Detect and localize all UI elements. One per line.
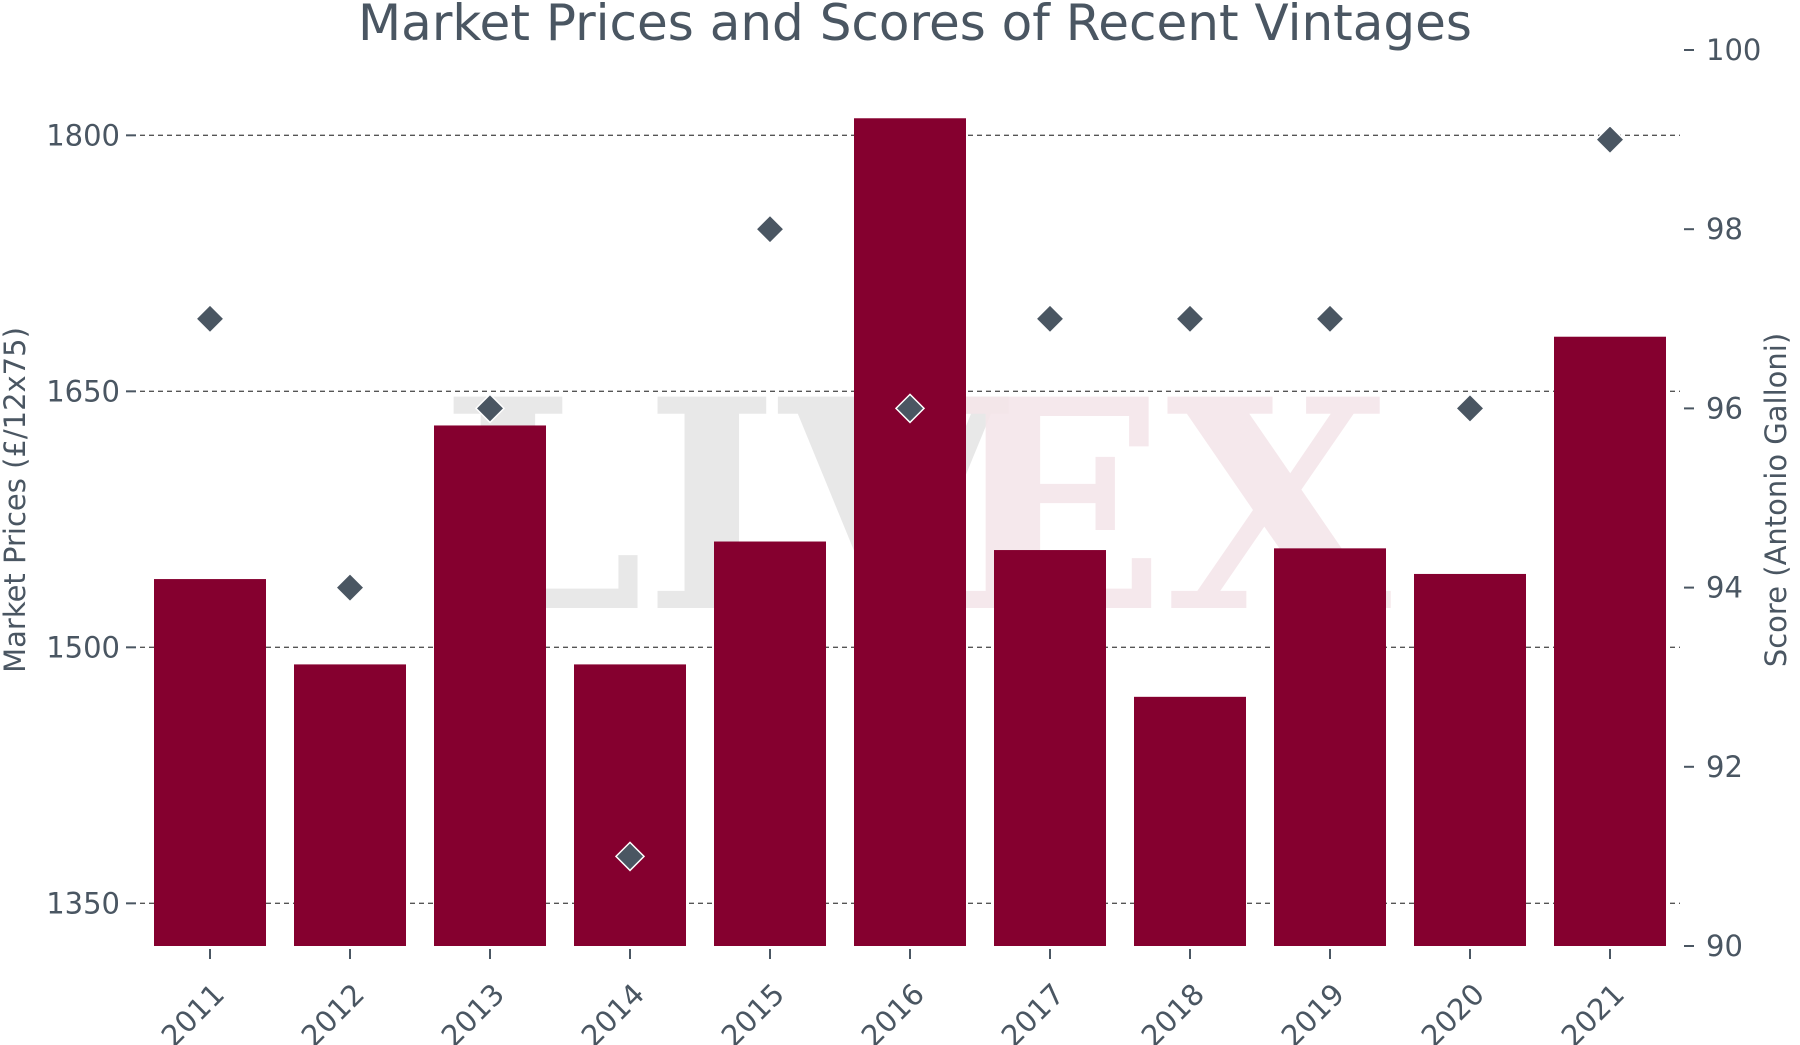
x-tick-label: 2019 bbox=[1275, 977, 1351, 1045]
score-marker bbox=[614, 841, 646, 872]
bar bbox=[154, 579, 266, 946]
y2-tick-label: 98 bbox=[1706, 212, 1743, 246]
y2-tick-label: 94 bbox=[1706, 571, 1743, 605]
score-marker bbox=[334, 572, 366, 603]
score-marker bbox=[1034, 303, 1066, 334]
x-tick-label: 2011 bbox=[155, 977, 231, 1045]
bar bbox=[994, 550, 1106, 946]
score-marker bbox=[474, 393, 506, 424]
bar bbox=[1414, 573, 1526, 946]
bar bbox=[1554, 336, 1666, 947]
y-tick-label: 1800 bbox=[46, 118, 120, 152]
y2-axis-label: Score (Antonio Galloni) bbox=[1759, 333, 1793, 667]
y-tick-label: 1500 bbox=[46, 630, 120, 664]
bar bbox=[714, 541, 826, 946]
score-marker bbox=[1174, 303, 1206, 334]
bar bbox=[574, 664, 686, 946]
y-axis-label: Market Prices (£/12x75) bbox=[0, 327, 32, 673]
score-marker bbox=[1454, 393, 1486, 424]
x-tick-label: 2014 bbox=[575, 977, 651, 1045]
x-tick-label: 2015 bbox=[715, 977, 791, 1045]
bar bbox=[434, 425, 546, 946]
score-marker bbox=[194, 303, 226, 334]
chart-title: Market Prices and Scores of Recent Vinta… bbox=[358, 0, 1472, 52]
left-axis: 1350 1500 1650 1800 bbox=[46, 118, 136, 920]
x-axis: 2011 2012 2013 2014 2015 2016 2017 2018 2019 2020… bbox=[155, 949, 1631, 1045]
y-tick-label: 1350 bbox=[46, 886, 120, 920]
score-series bbox=[194, 124, 1626, 872]
score-marker bbox=[1594, 124, 1626, 155]
x-tick-label: 2016 bbox=[855, 977, 931, 1045]
bar bbox=[1274, 548, 1386, 946]
score-marker bbox=[754, 214, 786, 245]
right-axis: 90 92 94 96 98 100 bbox=[1684, 33, 1761, 963]
score-marker bbox=[1314, 303, 1346, 334]
y2-tick-label: 90 bbox=[1706, 929, 1743, 963]
x-tick-label: 2012 bbox=[295, 977, 371, 1045]
y2-tick-label: 100 bbox=[1706, 33, 1761, 67]
x-tick-label: 2013 bbox=[435, 977, 511, 1045]
bar-series bbox=[154, 118, 1666, 947]
score-marker bbox=[894, 393, 926, 424]
y-tick-label: 1650 bbox=[46, 374, 120, 408]
bar bbox=[854, 118, 966, 947]
x-tick-label: 2020 bbox=[1415, 977, 1491, 1045]
x-tick-label: 2021 bbox=[1555, 977, 1631, 1045]
bar bbox=[294, 664, 406, 946]
y2-tick-label: 96 bbox=[1706, 391, 1743, 425]
bar bbox=[1134, 696, 1246, 946]
x-tick-label: 2018 bbox=[1135, 977, 1211, 1045]
y2-tick-label: 92 bbox=[1706, 750, 1743, 784]
x-tick-label: 2017 bbox=[995, 977, 1071, 1045]
